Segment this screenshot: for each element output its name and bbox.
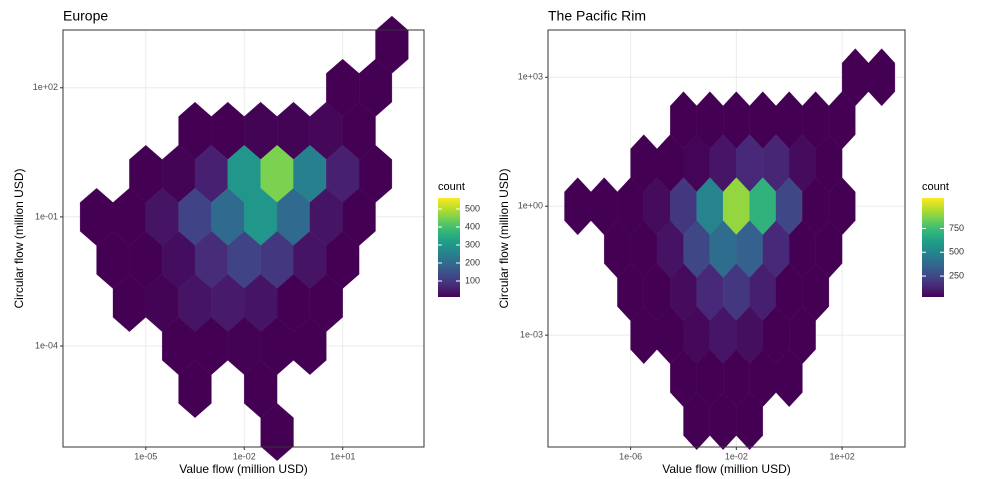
colorbar-label: 250 (949, 270, 964, 280)
y-tick-label: 1e-01 (35, 211, 58, 221)
colorbar-label: 500 (949, 247, 964, 257)
colorbar-label: 100 (465, 275, 480, 285)
hexbin (293, 317, 327, 375)
y-tick-label: 1e+03 (518, 72, 543, 82)
x-tick-label: 1e-02 (233, 451, 256, 461)
colorbar-label: 400 (465, 221, 480, 231)
y-tick-label: 1e-04 (35, 340, 58, 350)
hexbin (260, 403, 294, 461)
chart-title: The Pacific Rim (548, 8, 646, 24)
x-tick-label: 1e+01 (330, 451, 355, 461)
panel: 1e-05 1e-02 1e+01 1e-04 1e-01 1e+02 Europe Valu… (12, 8, 480, 476)
x-axis-title: Value flow (million USD) (179, 462, 307, 476)
hexbin (178, 360, 212, 418)
colorbar-label: 200 (465, 257, 480, 267)
chart-title: Europe (63, 8, 108, 24)
x-tick-label: 1e-02 (725, 451, 748, 461)
plot-border (547, 29, 906, 448)
x-axis-title: Value flow (million USD) (662, 462, 790, 476)
plot-border (62, 29, 425, 448)
colorbar (922, 198, 944, 297)
hexbin (868, 48, 896, 107)
colorbar (438, 198, 460, 297)
colorbar-label: 300 (465, 239, 480, 249)
legend-title: count (922, 181, 949, 193)
colorbar-label: 750 (949, 223, 964, 233)
y-tick-label: 1e-03 (520, 330, 543, 340)
legend-title: count (438, 181, 465, 193)
x-tick-label: 1e-05 (134, 451, 157, 461)
y-tick-label: 1e+02 (33, 82, 58, 92)
y-axis-title: Circular flow (million USD) (497, 168, 511, 308)
x-tick-label: 1e-06 (619, 451, 642, 461)
hexbin (736, 392, 763, 451)
y-axis-title: Circular flow (million USD) (12, 168, 26, 308)
colorbar-label: 500 (465, 203, 480, 213)
x-tick-label: 1e+02 (829, 451, 854, 461)
panel: 1e-06 1e-02 1e+02 1e-03 1e+00 1e+03 The Pacifi… (497, 8, 964, 476)
hexbin (775, 349, 803, 408)
y-tick-label: 1e+00 (518, 201, 543, 211)
